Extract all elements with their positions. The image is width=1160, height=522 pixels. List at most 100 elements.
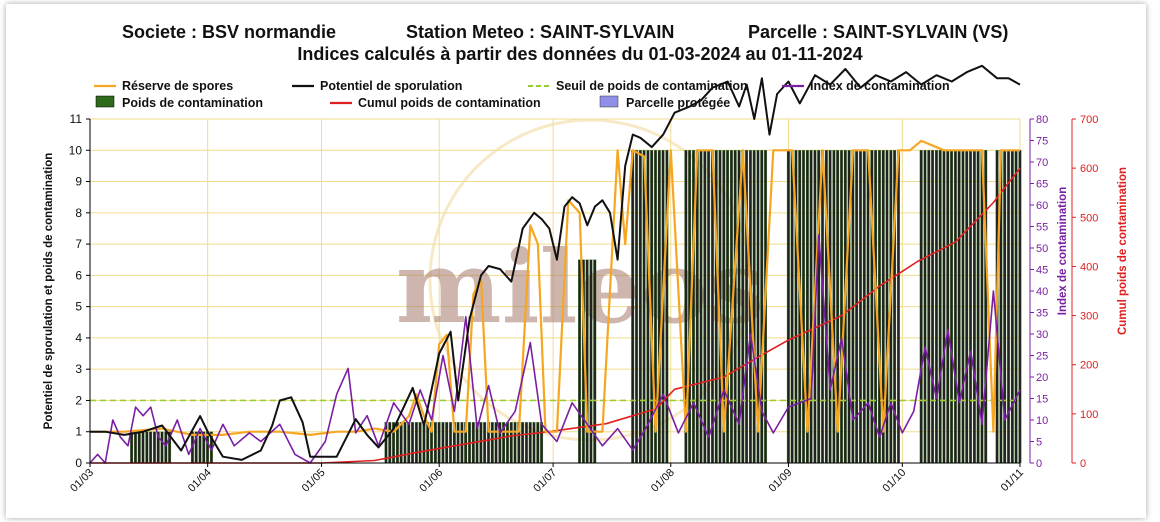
legend-label: Réserve de spores [122,79,233,93]
tick-label-right2: 300 [1080,311,1098,323]
contamination-bar [536,422,540,464]
header-societe: Societe : BSV normandie [122,22,337,42]
legend-swatch [599,95,619,108]
contamination-bar [528,422,532,464]
header-parcelle: Parcelle : SAINT-SYLVAIN (VS) [748,22,1009,42]
tick-label-left: 11 [70,112,83,126]
contamination-bar [141,431,145,464]
contamination-bar [950,150,954,464]
contamination-bar [433,422,437,464]
contamination-bar [790,150,794,464]
contamination-bar [942,150,946,464]
contamination-bar [540,422,544,464]
tick-label-right1: 65 [1036,179,1048,191]
contamination-bar [969,150,973,464]
legend-swatch [95,95,115,108]
contamination-bar [703,150,707,464]
contamination-bar [859,150,862,464]
tick-label-x: 01/05 [300,467,328,495]
contamination-bar [532,422,536,464]
header-station: Station Meteo : SAINT-SYLVAIN [406,22,675,42]
legend-label: Cumul poids de contamination [358,96,541,110]
y-right1-title: Index de contamination [1057,187,1069,315]
header-line: Societe : BSV normandie Station Meteo : … [0,22,1160,44]
contamination-bar [456,422,460,464]
tick-label-right2: 600 [1080,163,1098,175]
contamination-bar [437,422,441,464]
legend-label: Parcelle protégée [626,96,730,110]
series-line-potentiel-de-sporulation [90,64,1021,461]
contamination-bar [965,150,969,464]
tick-label-right1: 75 [1036,136,1048,148]
legend-label: Seuil de poids de contamination [556,79,748,93]
contamination-bar [407,422,411,464]
contamination-bar [953,150,957,464]
contamination-bar [760,150,764,464]
contamination-bar [483,422,487,464]
contamination-bar [145,431,149,464]
y-right2-title: Cumul poids de contamination [1117,167,1129,335]
contamination-bar [972,150,976,464]
tick-label-left: 9 [75,175,82,189]
contamination-bar [479,422,483,464]
tick-label-right1: 40 [1036,286,1048,298]
tick-label-x: 01/06 [417,467,445,495]
tick-label-right1: 25 [1036,351,1048,363]
contamination-bar [707,150,711,464]
contamination-bar [786,150,790,464]
tick-label-right2: 500 [1080,212,1098,224]
contamination-bar [1010,150,1014,464]
contamination-bar [198,431,202,464]
tick-label-right2: 400 [1080,261,1098,273]
tick-label-right1: 70 [1036,157,1048,169]
contamination-bar [414,422,418,464]
contamination-bar [752,150,756,464]
contamination-bar [422,422,426,464]
tick-label-right1: 10 [1036,415,1048,427]
tick-label-x: 01/11 [999,467,1026,494]
contamination-bar [149,431,153,464]
y-left-title: Potentiel de sporulation et poids de con… [43,153,55,430]
tick-label-left: 1 [75,425,82,439]
tick-label-right2: 200 [1080,360,1098,372]
contamination-bar [726,150,730,464]
tick-label-right1: 35 [1036,308,1048,320]
tick-label-left: 0 [75,456,82,470]
contamination-bar [206,431,210,464]
contamination-bar [152,431,156,464]
contamination-bar [976,150,980,464]
tick-label-right1: 15 [1036,394,1048,406]
tick-label-right1: 50 [1036,243,1048,255]
contamination-bar [494,422,498,464]
tick-label-right2: 700 [1080,114,1098,126]
tick-label-right1: 5 [1036,437,1042,449]
contamination-bar [946,150,950,464]
contamination-bar [403,422,407,464]
contamination-bar [931,150,935,464]
tick-label-left: 6 [75,268,82,282]
contamination-bar [919,150,923,464]
contamination-bar [426,422,430,464]
contamination-bar [832,150,836,464]
tick-label-x: 01/10 [880,467,908,495]
contamination-bar [1018,150,1022,464]
tick-label-right1: 60 [1036,200,1048,212]
contamination-bar [957,150,961,464]
tick-label-x: 01/03 [68,467,96,495]
tick-label-x: 01/04 [186,467,214,495]
contamination-bar [646,150,650,464]
contamination-bar [878,150,881,464]
tick-label-left: 3 [75,362,82,376]
contamination-bar [638,150,642,464]
contamination-bar [509,422,513,464]
contamination-bar [862,150,866,464]
contamination-bar [460,422,464,464]
contamination-bar [896,150,900,464]
tick-label-right2: 0 [1080,458,1086,470]
contamination-bar [938,150,942,464]
series-line-r-serve-de-spores [90,139,1020,436]
tick-label-left: 4 [75,331,82,345]
tick-label-left: 10 [69,143,83,157]
contamination-bar [137,431,141,464]
tick-label-x: 01/08 [649,467,677,495]
